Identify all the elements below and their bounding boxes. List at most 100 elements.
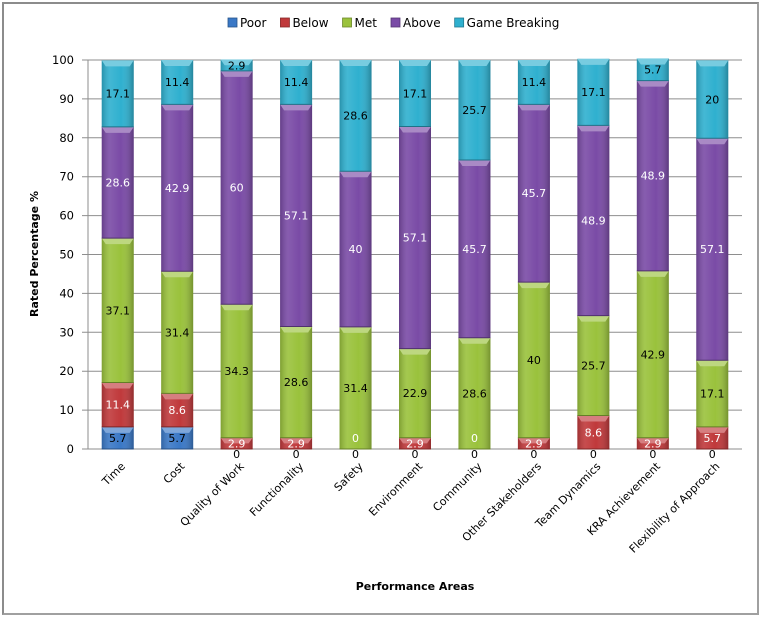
- data-label-poor: 0: [649, 448, 656, 461]
- bar-segment-above-shading: [399, 126, 431, 349]
- legend: Poor Below Met Above Game Breaking: [227, 16, 560, 30]
- bar-stack: [399, 60, 431, 450]
- data-label-game-breaking: 20: [705, 93, 719, 106]
- data-label-above: 57.1: [700, 243, 725, 256]
- data-label-met: 28.6: [284, 376, 309, 389]
- y-tick-label: 10: [59, 403, 74, 417]
- data-label-poor: 0: [590, 448, 597, 461]
- bar-segment-above-bevel: [458, 159, 491, 166]
- data-label-poor: 0: [233, 448, 240, 461]
- bar-segment-above-shading: [458, 159, 491, 338]
- data-label-above: 48.9: [641, 170, 666, 183]
- y-tick-label: 30: [59, 325, 74, 339]
- data-label-met: 34.3: [224, 365, 249, 378]
- x-tick-label: Environment: [366, 459, 425, 518]
- y-tick-label: 70: [59, 170, 74, 184]
- y-tick-label: 40: [59, 286, 74, 300]
- bar-segment-above-shading: [280, 104, 313, 327]
- data-label-above: 57.1: [403, 232, 428, 245]
- bar-segment-met-shading: [101, 238, 134, 383]
- bar-segment-game-breaking-bevel: [280, 60, 313, 66]
- data-label-above: 42.9: [165, 182, 190, 195]
- bars: 5.711.437.128.617.15.78.631.442.911.402.…: [101, 58, 729, 461]
- data-label-game-breaking: 11.4: [165, 76, 190, 89]
- data-label-below: 2.9: [525, 437, 543, 450]
- data-label-below: 11.4: [105, 399, 130, 412]
- bar-segment-game-breaking-shading: [458, 60, 491, 160]
- bar-segment-game-breaking-shading: [696, 60, 729, 139]
- legend-item[interactable]: Below: [280, 16, 329, 30]
- bar-segment-above-bevel: [636, 80, 669, 87]
- bar-segment-met-bevel: [636, 270, 669, 277]
- bar-segment-game-breaking-shading: [399, 60, 431, 127]
- bar-segment-game-breaking-bevel: [399, 60, 431, 66]
- data-label-met: 37.1: [105, 304, 130, 317]
- bar-segment-met-shading: [636, 270, 669, 438]
- bar-segment-above-shading: [161, 104, 194, 272]
- data-label-poor: 5.7: [168, 432, 186, 445]
- bar-segment-below-bevel: [220, 437, 253, 444]
- data-label-above: 45.7: [462, 243, 487, 256]
- y-tick-label: 20: [59, 364, 74, 378]
- bar-segment-met-bevel: [517, 282, 550, 289]
- bar-segment-above-bevel: [696, 138, 729, 145]
- bar-segment-below-bevel: [399, 437, 431, 444]
- bar-segment-above-bevel: [517, 104, 550, 111]
- bar-segment-below-bevel: [577, 415, 610, 422]
- bar-segment-above-shading: [339, 171, 372, 327]
- bar-segment-game-breaking-bevel: [101, 60, 134, 67]
- bar-segment-below-shading: [101, 382, 134, 427]
- bar-segment-game-breaking-bevel: [517, 60, 550, 66]
- bar-segment-met-shading: [161, 271, 194, 394]
- data-label-below: 2.9: [406, 437, 424, 450]
- data-label-met: 22.9: [403, 387, 428, 400]
- y-axis-title: Rated Percentage %: [28, 191, 41, 317]
- bar-segment-below-bevel: [696, 426, 729, 433]
- legend-swatch: [227, 17, 238, 28]
- bar-segment-above-bevel: [161, 104, 194, 111]
- bar-segment-met-bevel: [161, 271, 194, 278]
- data-label-below: 2.9: [228, 437, 246, 450]
- bar-stack: [161, 60, 194, 450]
- data-label-game-breaking: 5.7: [644, 64, 662, 77]
- legend-item[interactable]: Poor: [227, 16, 266, 30]
- legend-swatch: [280, 17, 290, 28]
- bar-segment-above-bevel: [577, 125, 610, 132]
- bar-segment-game-breaking-shading: [517, 60, 550, 105]
- y-tick-label: 100: [52, 53, 74, 67]
- y-tick-label: 50: [59, 248, 74, 262]
- legend-item[interactable]: Met: [342, 16, 378, 30]
- bar-segment-above-bevel: [101, 126, 134, 133]
- y-tick-label: 0: [67, 442, 74, 456]
- bar-stack: [220, 59, 253, 450]
- x-tick-label: Functionality: [247, 460, 306, 519]
- bar-segment-game-breaking-bevel: [577, 58, 610, 65]
- bar-segment-game-breaking-shading: [101, 60, 134, 127]
- bar-segment-below-bevel: [101, 382, 134, 389]
- legend-item[interactable]: Game Breaking: [454, 16, 560, 30]
- bar-stack: [339, 60, 372, 450]
- data-label-above: 57.1: [284, 209, 309, 222]
- data-label-met: 17.1: [700, 388, 725, 401]
- bar-segment-above-shading: [696, 138, 729, 361]
- bar-segment-met-shading: [696, 360, 729, 427]
- bar-segment-above-bevel: [339, 171, 372, 178]
- data-label-met: 42.9: [641, 348, 666, 361]
- data-label-met: 40: [527, 354, 541, 367]
- bar-segment-above-shading: [517, 104, 550, 283]
- bar-stack: [280, 60, 313, 450]
- data-labels: 5.711.437.128.617.15.78.631.442.911.402.…: [105, 59, 724, 461]
- bar-segment-below-bevel: [517, 437, 550, 444]
- bar-segment-met-shading: [577, 315, 610, 416]
- bar-segment-met-bevel: [458, 337, 491, 344]
- data-label-game-breaking: 2.9: [228, 59, 246, 72]
- data-label-poor: 0: [709, 448, 716, 461]
- legend-item[interactable]: Above: [390, 16, 441, 30]
- bar-segment-game-breaking-shading: [339, 60, 372, 172]
- data-label-above: 40: [349, 243, 363, 256]
- bar-segment-game-breaking-bevel: [458, 60, 491, 66]
- bar-segment-above-bevel: [220, 70, 253, 77]
- y-axis-ticks: 0 10 20 30 40 50 60 70 80 90 100: [52, 53, 74, 456]
